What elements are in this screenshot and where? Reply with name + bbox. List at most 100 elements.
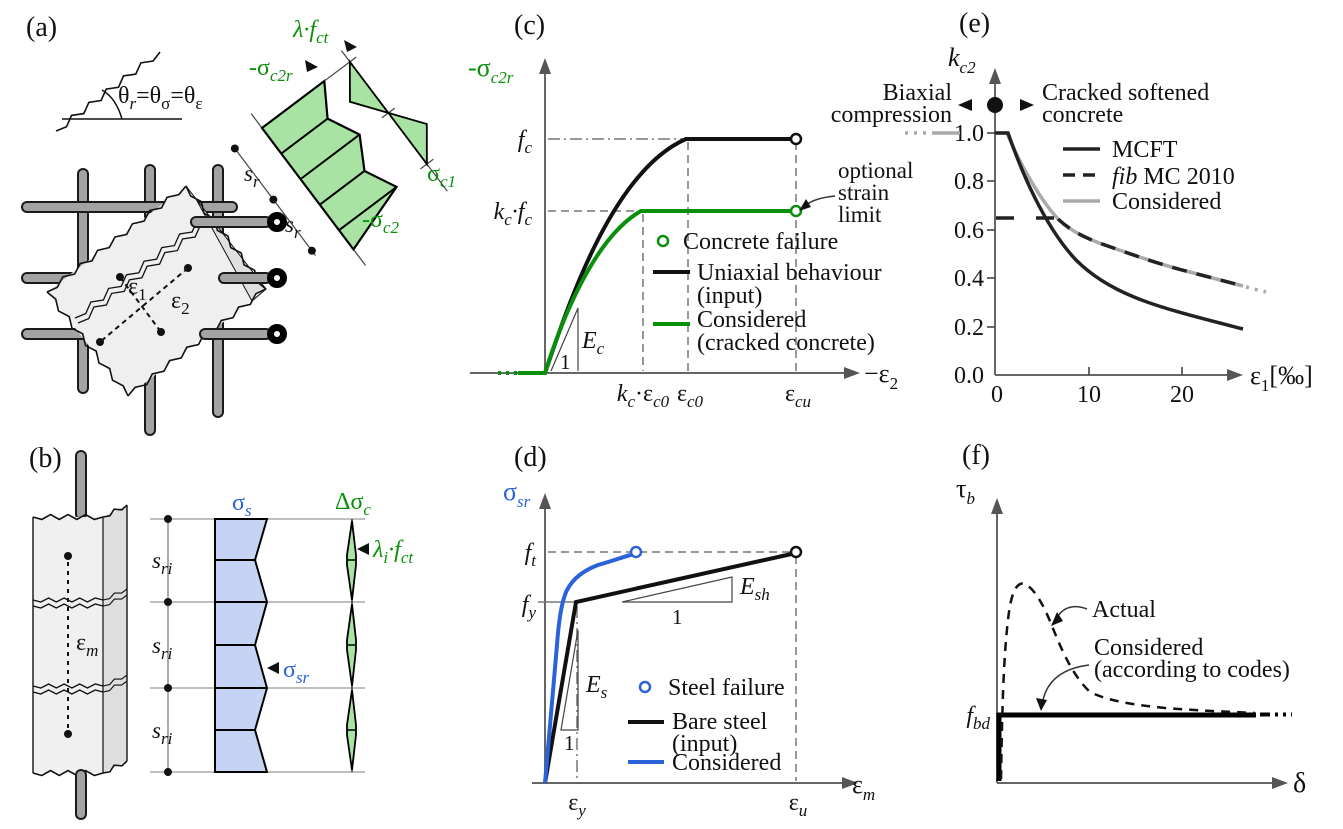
legend-considered-label: Considered <box>697 307 806 333</box>
sr-label: sr <box>285 212 301 242</box>
eu-tick-label: εu <box>789 790 808 820</box>
gauge-dot <box>96 338 104 346</box>
tension-chord-prism: εm <box>32 450 128 820</box>
legend-considered-label: Considered <box>672 750 781 776</box>
ecu-tick-label: εcu <box>785 381 811 411</box>
y-tick-label: 0.8 <box>954 169 984 195</box>
sri-label: sri <box>152 548 173 578</box>
sigma-c1-lobe <box>386 111 428 167</box>
stress-diagram-rotated <box>230 50 448 266</box>
design-bond-line <box>996 712 1256 781</box>
dimension-dot <box>269 195 278 204</box>
gauge-dot <box>184 264 192 272</box>
Esh-label: Esh <box>739 574 770 604</box>
actual-label: Actual <box>1092 597 1156 623</box>
x-tick-label: 20 <box>1170 382 1194 408</box>
legend-c: Concrete failure Uniaxial behaviour (inp… <box>653 229 882 356</box>
bare-steel-curve <box>543 551 797 784</box>
prism-side-face <box>103 505 127 773</box>
optional-strain-limit-note: optional strain limit <box>799 158 913 227</box>
prism-top-crack <box>102 504 128 518</box>
slope-one-label: 1 <box>672 605 683 629</box>
block-divider <box>280 117 329 155</box>
softened-note2: concrete <box>1042 102 1123 128</box>
crack-extension-line <box>323 66 344 82</box>
y-axis-arrow <box>991 498 1003 514</box>
sigma-c2r-arrow <box>305 60 318 72</box>
y-axis-arrow <box>539 58 551 74</box>
concrete-failure-marker-black <box>789 132 803 146</box>
dimension-dot <box>307 246 316 255</box>
considered-steel-curve <box>543 552 635 784</box>
legend-fib-label: fib MC 2010 <box>1112 164 1235 190</box>
mcft-curve <box>995 131 1244 331</box>
panel-b-label: (b) <box>29 443 62 474</box>
legend-considered-label2: (cracked concrete) <box>697 330 875 356</box>
panel-edge-crack <box>46 185 187 293</box>
kc-ec0-tick-label: kc·εc0 <box>617 381 670 411</box>
Ec-slope-triangle <box>550 307 579 372</box>
biaxial-note: Biaxial <box>883 80 953 106</box>
fy-tick-label: fy <box>522 592 537 622</box>
ft-tick-label: ft <box>525 540 538 570</box>
block-divider-crack <box>338 186 398 232</box>
softened-arrow <box>1020 99 1034 111</box>
legend-concrete-failure-label: Concrete failure <box>683 229 838 255</box>
panel-d: (d) σsr εm ft fy Es 1 Esh 1 εy εu Steel … <box>503 442 875 820</box>
prism-bottom-crack <box>102 760 128 774</box>
x-axis-label: εm <box>852 770 875 804</box>
legend-concrete-failure-marker <box>656 234 670 248</box>
note-arrow <box>799 199 811 211</box>
eps1-label: ε1 <box>128 274 147 304</box>
dimension-dot <box>164 768 172 776</box>
legend-steel-failure-label: Steel failure <box>668 675 785 701</box>
prism-crack <box>32 683 104 689</box>
considered-label2: (according to codes) <box>1094 657 1290 683</box>
crack-angle-detail: θr=θσ=θε <box>55 51 203 132</box>
prism-crack <box>102 594 128 607</box>
prism-crack <box>102 674 128 687</box>
note-line: strain <box>838 180 890 205</box>
dimension-dot <box>230 144 239 153</box>
gauge-dot <box>64 730 72 738</box>
considered-label: Considered <box>1094 635 1203 661</box>
legend-e: MCFT fib MC 2010 Considered <box>1063 137 1235 215</box>
panel-edge <box>185 185 267 290</box>
y-axis-label: kc2 <box>948 43 976 77</box>
x-tick-label: 10 <box>1077 382 1101 408</box>
delta-sigma-c-label: Δσc <box>335 489 371 519</box>
panel-e: (e) kc2 ε1[‰] 1.0 0.8 0.6 0.4 0.2 0.0 0 … <box>831 8 1313 408</box>
y-axis-label: σsr <box>503 477 531 511</box>
panel-f: (f) τb δ fbd Actual Considered (accordin… <box>956 440 1306 799</box>
bar-ends <box>190 212 287 344</box>
y-tick-label: 0.2 <box>954 315 984 341</box>
panel-e-label: (e) <box>959 8 990 39</box>
x-tick-label: 0 <box>991 382 1003 408</box>
x-axis-label: ε1[‰] <box>1250 361 1313 395</box>
sigma-c1-label: σc1 <box>427 161 456 191</box>
legend-bare-steel-label: Bare steel <box>672 709 768 735</box>
ec0-tick-label: εc0 <box>677 381 704 411</box>
eps2-gauge-line <box>99 267 189 343</box>
considered-arrow <box>1036 698 1047 711</box>
steel-failure-marker <box>629 545 643 559</box>
y-tick-label: 0.6 <box>954 218 984 244</box>
y-axis-label: -σc2r <box>468 53 514 87</box>
Esh-slope-triangle <box>621 576 733 603</box>
central-crack <box>77 220 212 324</box>
slope-one-label: 1 <box>564 731 575 755</box>
legend-mcft-label: MCFT <box>1112 137 1178 163</box>
panel-a: (a) θr=θσ=θε <box>21 12 456 436</box>
x-axis-label: −ε2 <box>864 359 898 393</box>
slope-one-label: 1 <box>560 350 571 374</box>
x-axis-arrow <box>844 367 860 379</box>
sigma-s-label: σs <box>232 490 252 520</box>
prism-crack <box>102 680 128 693</box>
legend-bare-steel-label2: (input) <box>672 731 737 757</box>
bar-cross-section <box>267 324 287 344</box>
considered-curve <box>518 209 796 375</box>
considered-tail-dots <box>1245 285 1267 294</box>
axis-state-dot <box>987 97 1003 113</box>
dimension-dot <box>164 598 172 606</box>
